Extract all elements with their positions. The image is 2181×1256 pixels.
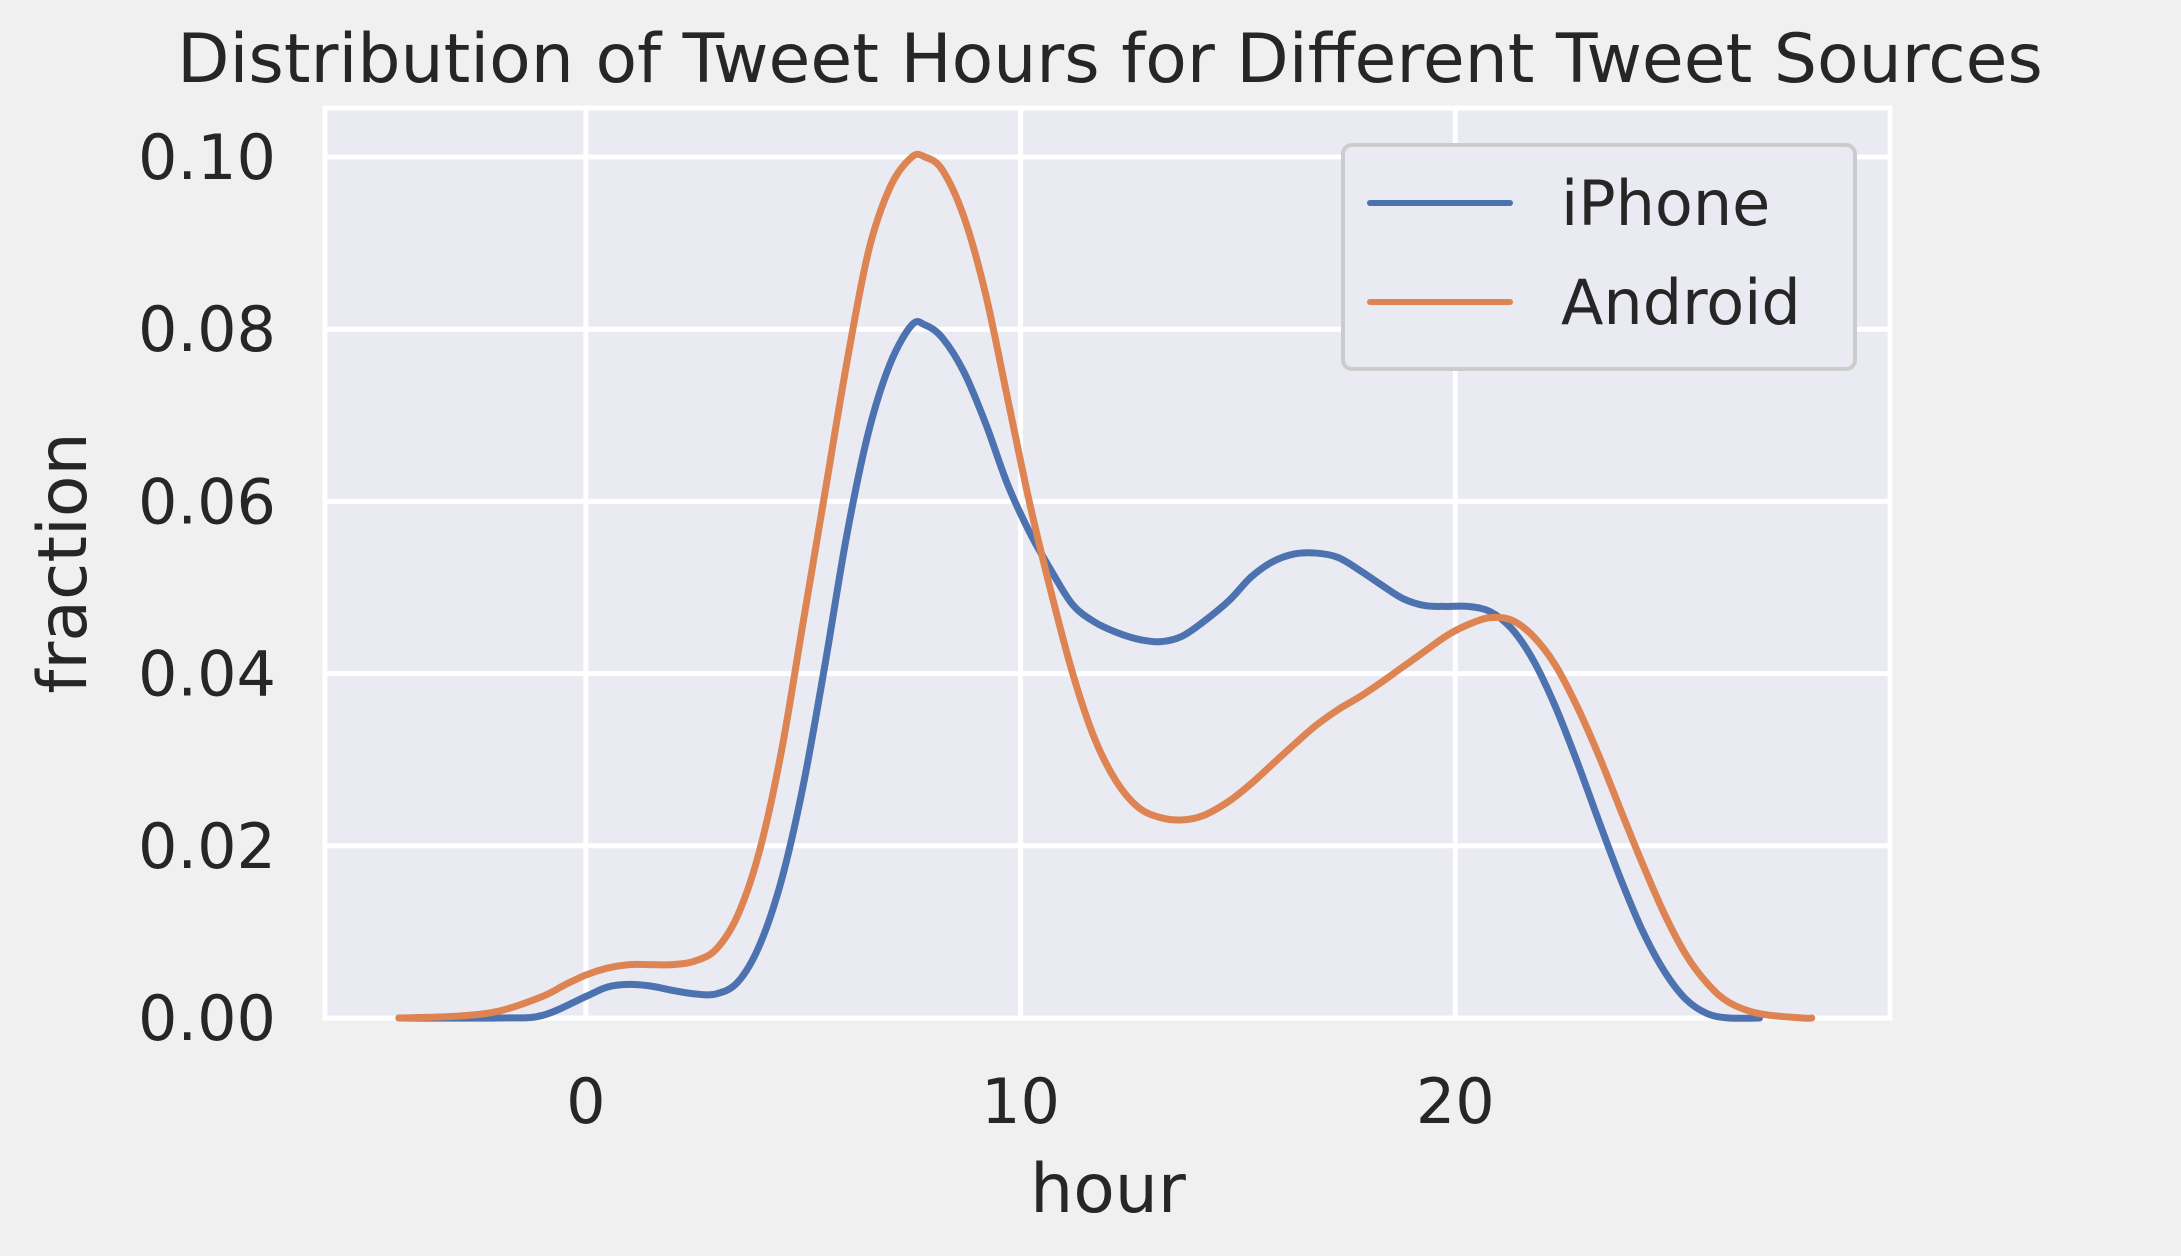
x-tick-labels: 0 10 20 — [566, 1065, 1495, 1138]
x-tick-label: 10 — [981, 1065, 1060, 1138]
y-tick-label: 0.04 — [138, 638, 276, 711]
x-tick-label: 0 — [566, 1065, 605, 1138]
chart-title: Distribution of Tweet Hours for Differen… — [177, 20, 2043, 99]
series-line-android — [395, 150, 1816, 1022]
y-tick-label: 0.10 — [138, 121, 276, 194]
legend: iPhone Android — [1341, 143, 1857, 371]
legend-label-android: Android — [1561, 266, 1801, 339]
series-line-iphone — [395, 318, 1764, 1022]
x-tick-label: 20 — [1416, 1065, 1495, 1138]
legend-label-iphone: iPhone — [1561, 167, 1770, 240]
y-tick-label: 0.00 — [138, 982, 276, 1055]
series-lines — [395, 150, 1816, 1022]
y-tick-label: 0.08 — [138, 293, 276, 366]
y-tick-label: 0.02 — [138, 810, 276, 883]
y-tick-labels: 0.00 0.02 0.04 0.06 0.08 0.10 — [138, 121, 276, 1055]
x-axis-label: hour — [1030, 1150, 1186, 1229]
plot-border — [322, 105, 1893, 1021]
y-tick-label: 0.06 — [138, 465, 276, 538]
y-axis-label: fraction — [24, 432, 103, 693]
